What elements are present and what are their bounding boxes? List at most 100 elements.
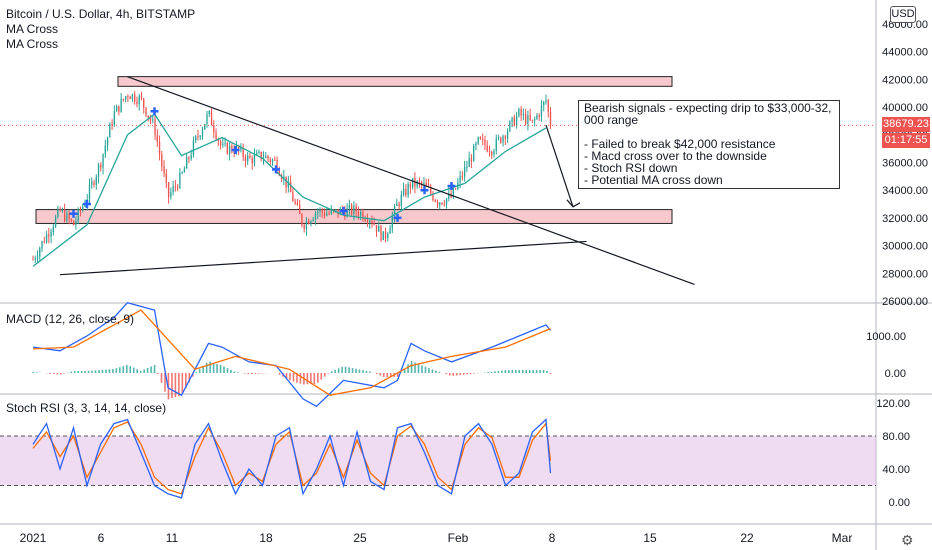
candle-body [443,204,445,206]
candle-body [319,209,321,212]
candle-body [452,188,455,198]
candle-body [72,220,75,226]
candle-body [195,136,197,141]
axes: 46000.0044000.0042000.0040000.0038000.00… [20,19,928,545]
candle-body [88,184,91,200]
candle-body [104,145,106,155]
candle-body [298,204,301,214]
candle-body [362,211,364,220]
candle-body [113,111,116,126]
candle-body [249,155,251,159]
ma-cross-marker [231,146,240,155]
candle-body [378,226,380,232]
macd-axis-tick: 1000.00 [866,331,906,343]
candle-body [393,205,396,217]
candle-body [61,210,64,212]
macd-label[interactable]: MACD (12, 26, close, 9) [6,312,135,326]
candle-body [522,113,525,116]
candle-body [265,155,267,158]
candle-body [131,94,134,100]
candle-body [317,211,319,214]
time-axis-tick: 15 [643,531,657,545]
annotation-line-1: Bearish signals - expecting drip to $33,… [584,101,832,115]
candle-body [109,124,111,138]
candle-body [57,208,59,217]
candle-body [524,113,527,124]
candle-body [369,220,371,223]
candle-body [244,156,247,162]
drawing-trendlines [0,76,876,285]
candle-body [515,116,518,126]
candle-body [549,111,552,126]
macd-signal-line [32,309,551,396]
currency-label[interactable]: USD [890,6,916,23]
candle-body [396,203,398,206]
ma-line [32,113,547,267]
candle-body [418,181,421,183]
candle-body [375,224,378,232]
candle-body [527,115,529,124]
candle-body [34,258,36,260]
candle-body [70,219,73,221]
candle-body [231,145,233,152]
candle-body [136,101,138,105]
candle-body [115,105,118,112]
stoch-axis-tick: 0.00 [889,497,910,509]
candle-body [482,138,484,140]
time-axis-tick: Feb [448,531,469,545]
candle-body [504,136,506,139]
candle-body [253,154,256,164]
candle-body [36,256,39,259]
candle-body [102,154,104,168]
candle-body [445,198,448,205]
symbol-title[interactable]: Bitcoin / U.S. Dollar, 4h, BITSTAMP [6,7,196,21]
stoch-rsi-label[interactable]: Stoch RSI (3, 3, 14, 14, close) [6,401,167,415]
candle-body [122,98,125,100]
candle-body [233,151,235,153]
ma-cross-marker [420,186,429,195]
candle-body [495,138,497,151]
candle-body [292,192,294,202]
candle-body [208,111,210,115]
candle-body [140,96,143,99]
candle-body [439,202,441,205]
candle-body [188,157,190,159]
candle-body [294,201,296,204]
candle-body [475,143,477,146]
price-axis-tick: 44000.00 [882,47,928,59]
candle-body [258,151,260,153]
candle-body [350,205,353,215]
annotation-bullet: - Macd cross over to the downside [584,149,767,163]
candle-body [466,166,468,168]
candle-body [330,209,332,214]
candle-body [540,105,543,117]
candle-body [534,118,536,121]
candle-body [289,181,292,193]
candle-body [260,151,262,160]
candle-body [402,188,405,195]
indicator-ma-cross-2[interactable]: MA Cross [6,37,59,51]
annotation-textbox[interactable]: Bearish signals - expecting drip to $33,… [578,100,840,189]
candle-body [154,119,156,136]
stoch-axis-tick: 80.00 [882,431,910,443]
candle-body [174,186,177,188]
candle-body [276,159,278,171]
candle-body [269,158,271,162]
candle-body [500,137,502,143]
candle-body [63,210,66,221]
candle-body [163,166,165,174]
candle-body [344,211,346,217]
indicator-ma-cross-1[interactable]: MA Cross [6,22,59,36]
candle-body [124,96,127,100]
candle-body [448,193,450,199]
candle-body [477,137,479,144]
candle-body [461,175,464,177]
gear-icon[interactable]: ⚙ [901,532,914,548]
candle-body [321,209,323,213]
candle-body [185,157,188,169]
time-axis-tick: 25 [353,531,367,545]
candle-body [127,96,129,98]
candle-body [391,216,393,229]
candle-body [366,220,369,223]
